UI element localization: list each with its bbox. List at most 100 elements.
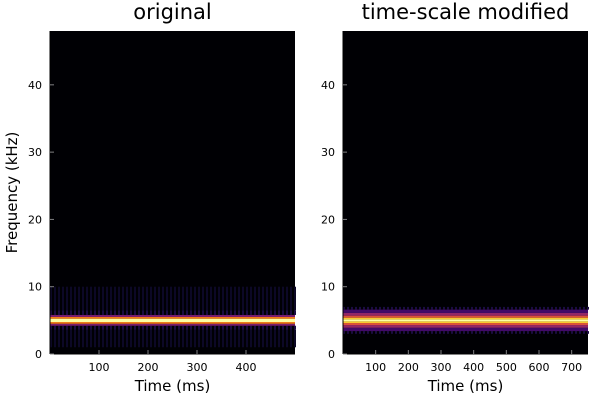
energy-band-stripe bbox=[262, 325, 264, 330]
energy-band-2 bbox=[50, 323, 295, 326]
energy-band-stripe bbox=[166, 286, 168, 311]
energy-band-stripe bbox=[126, 310, 128, 315]
energy-band-stripe bbox=[98, 329, 100, 348]
x-axis-label: Time (ms) bbox=[427, 377, 504, 395]
energy-band-stripe bbox=[154, 286, 156, 311]
energy-band-stripe bbox=[359, 306, 361, 310]
energy-band-stripe bbox=[54, 310, 56, 315]
energy-band-stripe bbox=[118, 325, 120, 330]
energy-band-stripe bbox=[274, 325, 276, 330]
energy-band-stripe bbox=[110, 286, 112, 311]
energy-band-0 bbox=[343, 331, 589, 334]
energy-band-stripe bbox=[54, 325, 56, 330]
energy-band-stripe bbox=[162, 329, 164, 348]
energy-band-stripe bbox=[122, 325, 124, 330]
energy-band-stripe bbox=[150, 286, 152, 311]
energy-band-stripe bbox=[54, 286, 56, 311]
energy-band-stripe bbox=[351, 331, 353, 334]
energy-band-stripe bbox=[198, 325, 200, 330]
energy-band-stripe bbox=[423, 331, 425, 334]
energy-band-stripe bbox=[282, 325, 284, 330]
energy-band-stripe bbox=[495, 306, 497, 310]
energy-band-stripe bbox=[70, 325, 72, 330]
energy-band-stripe bbox=[479, 306, 481, 310]
energy-band-stripe bbox=[415, 331, 417, 334]
energy-band-stripe bbox=[58, 310, 60, 315]
energy-band-6 bbox=[343, 317, 588, 320]
energy-band-stripe bbox=[214, 325, 216, 330]
energy-band-stripe bbox=[150, 325, 152, 330]
energy-band-stripe bbox=[511, 306, 513, 310]
energy-band-stripe bbox=[250, 325, 252, 330]
energy-band-stripe bbox=[202, 286, 204, 311]
energy-band-stripe bbox=[483, 331, 485, 334]
x-tick-label: 300 bbox=[431, 361, 452, 374]
energy-band-stripe bbox=[106, 286, 108, 311]
energy-band-stripe bbox=[190, 286, 192, 311]
energy-band-stripe bbox=[182, 329, 184, 348]
energy-band-stripe bbox=[202, 329, 204, 348]
energy-band-stripe bbox=[294, 325, 296, 330]
energy-band-5 bbox=[343, 319, 588, 322]
energy-band-stripe bbox=[507, 306, 509, 310]
energy-band-stripe bbox=[347, 331, 349, 334]
energy-band-stripe bbox=[403, 331, 405, 334]
x-tick-label: 400 bbox=[463, 361, 484, 374]
energy-band-1 bbox=[50, 325, 296, 330]
energy-band-stripe bbox=[411, 306, 413, 310]
energy-band-stripe bbox=[387, 331, 389, 334]
energy-band-stripe bbox=[70, 310, 72, 315]
energy-band-stripe bbox=[286, 329, 288, 348]
energy-band-stripe bbox=[74, 310, 76, 315]
energy-band-stripe bbox=[447, 331, 449, 334]
energy-band-stripe bbox=[475, 306, 477, 310]
energy-band-stripe bbox=[158, 329, 160, 348]
energy-band-stripe bbox=[254, 325, 256, 330]
energy-band-stripe bbox=[403, 306, 405, 310]
energy-band-stripe bbox=[435, 306, 437, 310]
energy-band-stripe bbox=[242, 286, 244, 311]
energy-band-stripe bbox=[130, 286, 132, 311]
energy-band-stripe bbox=[491, 306, 493, 310]
energy-band-5 bbox=[50, 316, 295, 319]
energy-band-stripe bbox=[411, 331, 413, 334]
energy-band-stripe bbox=[150, 329, 152, 348]
x-tick-label: 300 bbox=[187, 361, 208, 374]
energy-band-10 bbox=[343, 306, 589, 310]
energy-band-stripe bbox=[86, 329, 88, 348]
energy-band-stripe bbox=[130, 329, 132, 348]
energy-band-stripe bbox=[210, 329, 212, 348]
energy-band-stripe bbox=[355, 306, 357, 310]
energy-band-stripe bbox=[551, 331, 553, 334]
energy-band-stripe bbox=[439, 331, 441, 334]
energy-band-stripe bbox=[527, 306, 529, 310]
energy-band-stripe bbox=[531, 306, 533, 310]
energy-band-stripe bbox=[383, 331, 385, 334]
energy-band-stripe bbox=[527, 331, 529, 334]
energy-band-stripe bbox=[238, 329, 240, 348]
energy-band-stripe bbox=[519, 306, 521, 310]
energy-band-stripe bbox=[587, 331, 589, 334]
energy-band-stripe bbox=[186, 310, 188, 315]
energy-band-stripe bbox=[459, 306, 461, 310]
energy-band-stripe bbox=[214, 286, 216, 311]
energy-band-stripe bbox=[198, 286, 200, 311]
y-tick-label: 30 bbox=[321, 146, 335, 159]
energy-band-stripe bbox=[190, 310, 192, 315]
energy-band-stripe bbox=[475, 331, 477, 334]
energy-band-stripe bbox=[355, 331, 357, 334]
energy-band-stripe bbox=[270, 310, 272, 315]
energy-band-stripe bbox=[198, 329, 200, 348]
energy-band-stripe bbox=[262, 310, 264, 315]
energy-band-stripe bbox=[503, 331, 505, 334]
energy-band-stripe bbox=[74, 325, 76, 330]
energy-band-stripe bbox=[90, 325, 92, 330]
energy-band-stripe bbox=[202, 310, 204, 315]
energy-band-stripe bbox=[146, 310, 148, 315]
energy-band-stripe bbox=[234, 329, 236, 348]
energy-band-stripe bbox=[491, 331, 493, 334]
energy-band-stripe bbox=[515, 331, 517, 334]
energy-band-stripe bbox=[270, 329, 272, 348]
energy-band-stripe bbox=[387, 306, 389, 310]
